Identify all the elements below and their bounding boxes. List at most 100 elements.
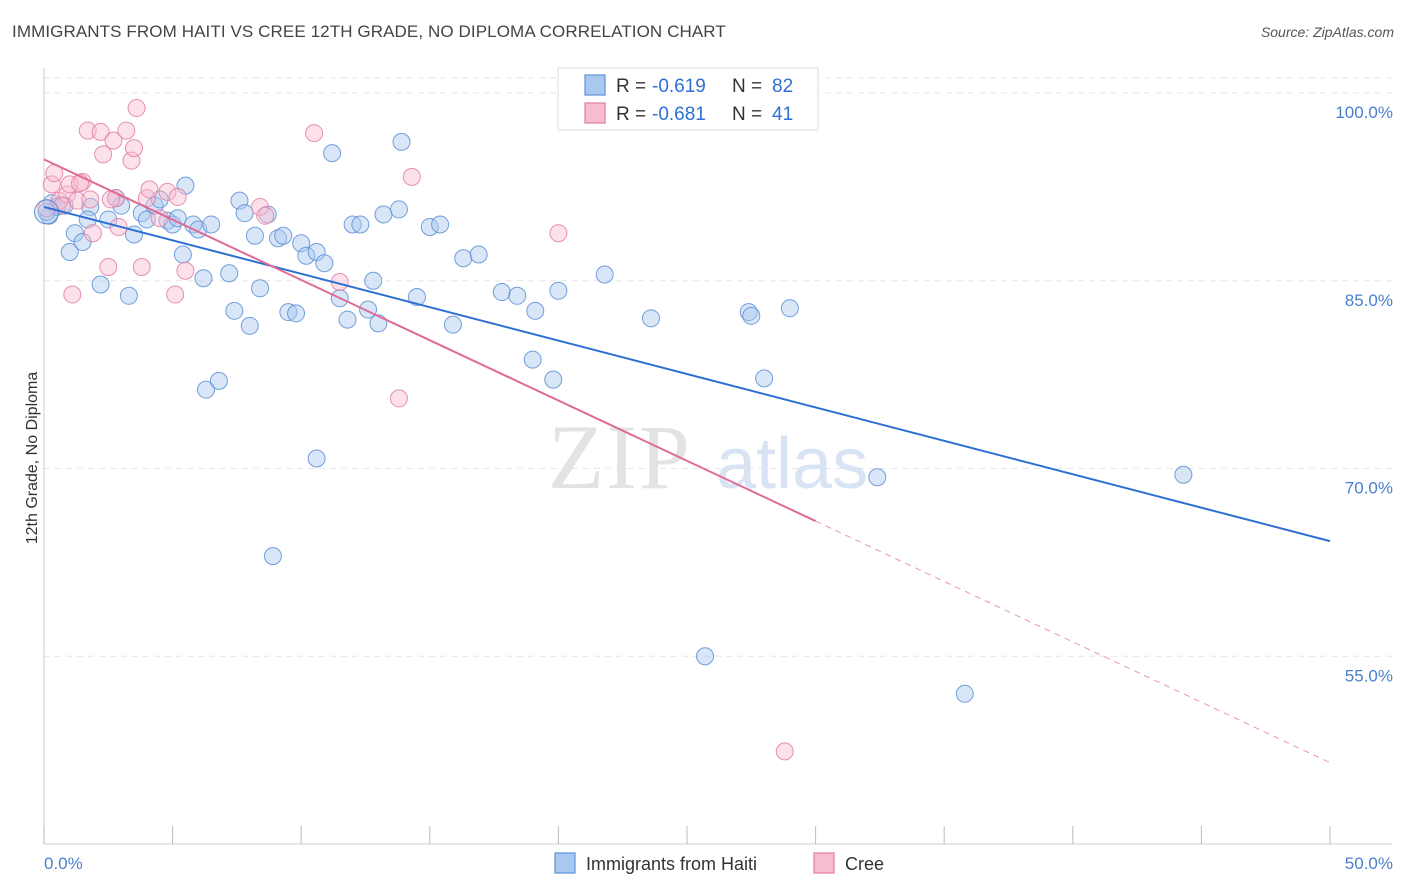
point-haiti-54 [369, 314, 388, 333]
point-haiti-9 [99, 210, 118, 229]
point-cree-12 [91, 122, 110, 141]
point-cree-32 [305, 124, 324, 143]
point-haiti-79 [1174, 465, 1193, 484]
point-cree-31 [256, 206, 275, 225]
trend-line-cree [43, 158, 817, 522]
legend-n-label-haiti: N = [732, 76, 762, 97]
legend-r-cree: -0.681 [652, 104, 706, 125]
point-cree-10 [81, 190, 100, 209]
point-haiti-35 [251, 279, 270, 298]
point-cree-36 [549, 224, 568, 243]
y-tick-label-3: 100.0% [1335, 103, 1393, 122]
scatter-points [34, 99, 1193, 761]
point-cree-29 [176, 261, 195, 280]
watermark-zip: ZIP [548, 406, 692, 508]
point-haiti-62 [454, 249, 473, 268]
point-haiti-51 [351, 215, 370, 234]
point-haiti-74 [742, 306, 761, 325]
point-haiti-12 [119, 286, 138, 305]
point-haiti-47 [323, 144, 342, 163]
watermark-atlas: atlas [716, 424, 868, 504]
point-haiti-77 [868, 468, 887, 487]
x-tick-label-min: 0.0% [44, 854, 83, 873]
point-haiti-27 [197, 380, 216, 399]
point-haiti-30 [225, 301, 244, 320]
point-haiti-39 [274, 226, 293, 245]
point-haiti-58 [407, 288, 426, 307]
point-haiti-8 [91, 275, 110, 294]
point-haiti-41 [287, 304, 306, 323]
watermark: ZIP atlas [548, 406, 868, 508]
point-haiti-72 [696, 647, 715, 666]
y-tick-label-2: 85.0% [1345, 291, 1393, 310]
bottom-legend-swatch-cree [813, 852, 835, 874]
point-haiti-59 [420, 217, 439, 236]
trend-lines [43, 158, 1331, 764]
point-cree-13 [94, 145, 113, 164]
point-cree-15 [104, 131, 123, 150]
bottom-legend: Immigrants from Haiti Cree [554, 852, 884, 874]
point-haiti-26 [202, 215, 221, 234]
point-cree-18 [117, 121, 136, 140]
point-haiti-78 [955, 684, 974, 703]
point-haiti-cluster [34, 199, 60, 225]
point-cree-28 [168, 187, 187, 206]
point-cree-20 [125, 139, 144, 158]
bottom-legend-label-haiti: Immigrants from Haiti [586, 854, 757, 874]
point-haiti-45 [315, 254, 334, 273]
y-axis-title: 12th Grade, No Diploma [24, 372, 41, 545]
bottom-legend-swatch-haiti [554, 852, 576, 874]
point-haiti-56 [389, 200, 408, 219]
point-cree-30 [251, 197, 270, 216]
point-haiti-67 [523, 350, 542, 369]
point-haiti-43 [297, 246, 316, 265]
axes [43, 68, 1392, 845]
chart-title: IMMIGRANTS FROM HAITI VS CREE 12TH GRADE… [12, 22, 726, 41]
point-haiti-70 [595, 265, 614, 284]
point-haiti-25 [194, 269, 213, 288]
point-cree-21 [127, 99, 146, 118]
point-haiti-37 [263, 547, 282, 566]
point-cree-26 [158, 182, 177, 201]
point-haiti-60 [431, 215, 450, 234]
point-haiti-46 [307, 449, 326, 468]
point-cree-6 [63, 285, 82, 304]
point-haiti-32 [235, 204, 254, 223]
point-haiti-69 [549, 281, 568, 300]
point-haiti-21 [173, 245, 192, 264]
point-cree-14 [99, 258, 118, 277]
point-haiti-40 [279, 303, 298, 322]
trend-line-cree-extension [815, 520, 1331, 764]
point-haiti-65 [508, 286, 527, 305]
legend-n-cree: 41 [772, 104, 793, 125]
point-cree-1 [42, 175, 61, 194]
legend-r-haiti: -0.619 [652, 76, 706, 97]
point-cree-37 [775, 742, 794, 761]
point-haiti-4 [60, 242, 79, 261]
point-haiti-28 [209, 371, 228, 390]
point-haiti-55 [374, 205, 393, 224]
legend: R = -0.619 N = 82 R = -0.681 N = 41 [557, 67, 819, 131]
point-haiti-81 [78, 210, 97, 229]
legend-swatch-haiti [584, 74, 606, 96]
point-haiti-68 [544, 370, 563, 389]
tick-labels: 55.0% 70.0% 85.0% 100.0% 0.0% 50.0% [44, 103, 1393, 873]
point-haiti-29 [220, 264, 239, 283]
point-haiti-53 [364, 271, 383, 290]
point-haiti-50 [343, 215, 362, 234]
point-haiti-76 [780, 299, 799, 318]
legend-r-label-haiti: R = [616, 76, 646, 97]
point-haiti-66 [526, 301, 545, 320]
trend-line-haiti [43, 205, 1331, 543]
legend-r-label-cree: R = [616, 104, 646, 125]
bottom-legend-label-cree: Cree [845, 854, 884, 874]
point-haiti-63 [469, 245, 488, 264]
point-haiti-61 [443, 315, 462, 334]
grid-lines [44, 77, 1392, 657]
point-haiti-15 [137, 210, 156, 229]
point-cree-27 [166, 285, 185, 304]
point-cree-24 [140, 180, 159, 199]
x-tick-label-max: 50.0% [1345, 854, 1393, 873]
point-cree-34 [389, 389, 408, 408]
